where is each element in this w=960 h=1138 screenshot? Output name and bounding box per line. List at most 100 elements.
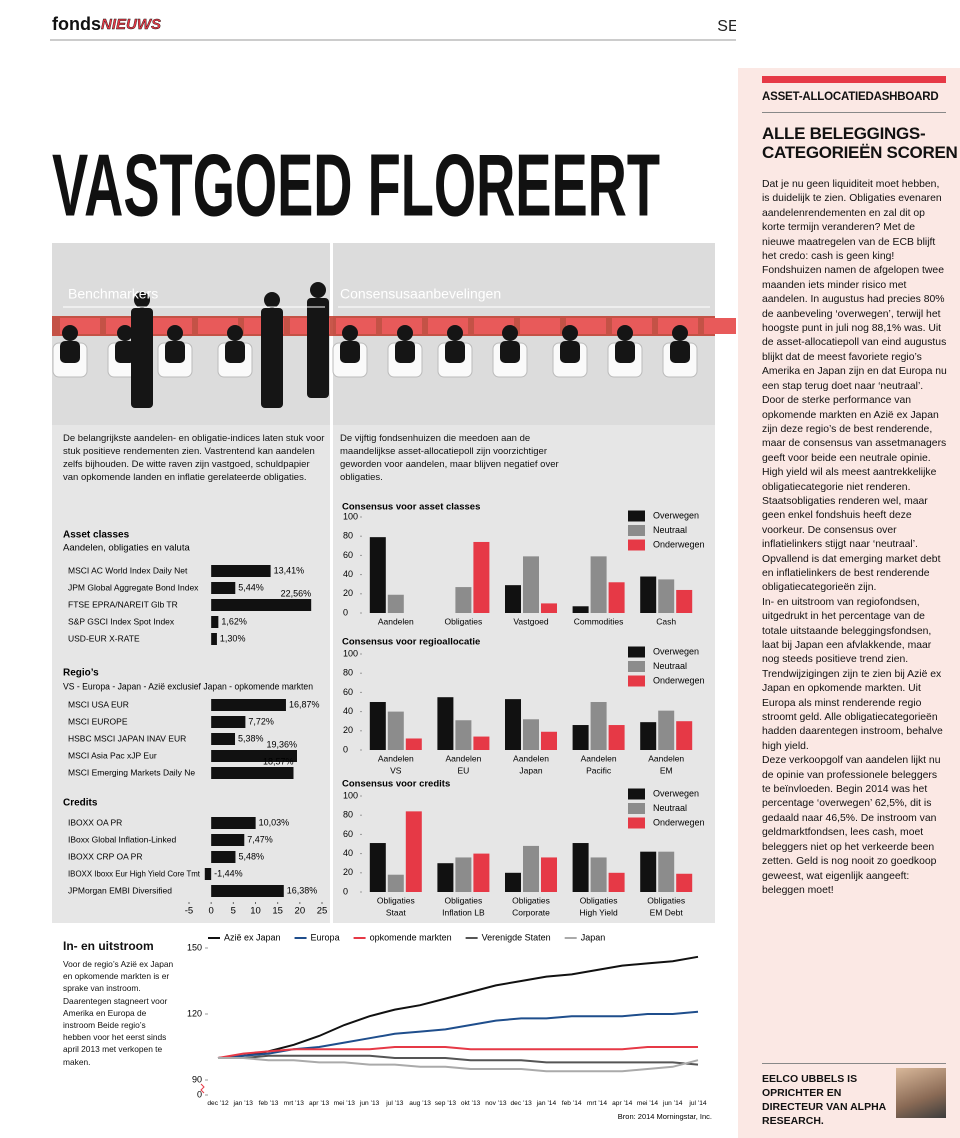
category-label: Cash [656, 616, 676, 626]
chart-title: Asset classes [63, 530, 130, 541]
series-line [217, 955, 699, 1059]
legend-label: Onderwegen [653, 675, 705, 685]
standing-head [310, 282, 326, 298]
figure-body [225, 341, 245, 363]
legend-swatch [628, 788, 645, 800]
bar [505, 585, 521, 613]
x-tick-label: apr ’13 [309, 1100, 329, 1107]
category-label: Vastgoed [513, 616, 549, 626]
panel-text-bg [52, 425, 330, 923]
legend-label: Neutraal [653, 803, 687, 813]
figure-head [672, 325, 688, 341]
bar [369, 537, 386, 613]
x-tick-label: -5 [185, 906, 193, 917]
value-label: 5,48% [238, 851, 264, 861]
author-photo [896, 1068, 946, 1118]
line-chart-title: In- en uitstroom [63, 939, 154, 953]
bar [455, 857, 472, 892]
figure-body [670, 341, 690, 363]
panel-text-bg [333, 425, 715, 923]
bar [211, 817, 256, 829]
legend-label: Japan [581, 932, 606, 942]
bar [387, 874, 404, 892]
category-label: Obligaties [444, 895, 482, 905]
legend-label: Overwegen [653, 510, 699, 520]
bar [658, 579, 675, 613]
figure-head [562, 325, 578, 341]
figure-head [502, 325, 518, 341]
paragraph: Fondshuizen namen de afgelopen twee maan… [762, 265, 947, 464]
legend-label: Onderwegen [653, 539, 705, 549]
x-tick-label: dec ’13 [511, 1100, 533, 1107]
bar [405, 811, 422, 892]
x-tick-label: mrt ’13 [284, 1100, 304, 1107]
panel-label: Benchmarkers [68, 286, 158, 302]
y-tick-label: 100 [343, 648, 358, 658]
y-tick-label: 20 [343, 725, 353, 735]
y-tick-label: 90 [192, 1074, 202, 1084]
bar [369, 702, 386, 750]
bar [676, 721, 693, 750]
x-tick-label: jan ’14 [536, 1100, 557, 1107]
y-tick-label: 40 [343, 848, 353, 858]
value-label: 13,41% [274, 565, 305, 575]
category-label: Aandelen [513, 753, 549, 763]
bar [211, 885, 284, 897]
main-graphics: fondsNIEUWSSEPTEMBER 201419VASTGOED FLOR… [50, 14, 736, 1121]
chart-title: Consensus voor credits [342, 779, 450, 790]
paragraph: Dat je nu geen liquiditeit moet hebben, … [762, 179, 942, 263]
bar [640, 851, 657, 892]
y-tick-label: 120 [187, 1008, 202, 1018]
category-label: Staat [386, 907, 406, 917]
bar [387, 594, 404, 613]
figure-body [560, 341, 580, 363]
category-label: USD-EUR X-RATE [68, 633, 140, 643]
figure-head [617, 325, 633, 341]
source: Bron: 2014 Morningstar, Inc. [618, 1112, 712, 1121]
legend-swatch [628, 525, 645, 536]
legend-label: Neutraal [653, 525, 687, 535]
category-label: Aandelen [648, 753, 684, 763]
x-tick-label: dec ’12 [207, 1100, 229, 1107]
sidebar: ASSET-ALLOCATIEDASHBOARD ALLE BELEGGINGS… [738, 68, 960, 1138]
value-label: 16,87% [289, 699, 320, 709]
y-tick-label: 60 [343, 829, 353, 839]
bar [590, 556, 607, 613]
y-tick-label: 40 [343, 569, 353, 579]
category-label: JPM Global Aggregate Bond Index [68, 582, 199, 592]
x-tick-label: apr ’14 [612, 1100, 632, 1107]
bar [572, 725, 589, 750]
y-tick-label: 0 [197, 1089, 202, 1099]
figure-head [167, 325, 183, 341]
bar [523, 845, 539, 892]
bar [211, 767, 294, 779]
category-label: Aandelen [581, 753, 617, 763]
x-tick-label: mei ’14 [637, 1100, 659, 1107]
bar [658, 710, 675, 750]
category-label: EM Debt [650, 907, 684, 917]
bar [608, 582, 625, 613]
value-label: 22,56% [281, 588, 312, 598]
bar [541, 603, 557, 613]
paragraph: Deze verkoopgolf van aandelen lijkt nu d… [762, 755, 941, 896]
kicker: ASSET-ALLOCATIEDASHBOARD [762, 91, 939, 103]
line-chart-note: Voor de regio’s Azië ex Japan en opkomen… [63, 959, 174, 1067]
x-tick-label: mrt ’14 [587, 1100, 607, 1107]
category-label: High Yield [579, 907, 618, 917]
bar [572, 606, 589, 613]
panel-label: Consensusaanbevelingen [340, 286, 501, 302]
date: SEPTEMBER 2014 [717, 18, 736, 35]
author: EELCO UBBELS IS OPRICHTER EN DIRECTEUR V… [762, 1073, 886, 1127]
figure-body [340, 341, 360, 363]
standing-body [261, 308, 283, 408]
body: Dat je nu geen liquiditeit moet hebben, … [762, 178, 948, 898]
figure-body [500, 341, 520, 363]
category-label: JPMorgan EMBI Diversified [68, 885, 172, 895]
heading: ALLE BELEGGINGS- CATEGORIEËN SCOREN [762, 124, 958, 162]
figure-body [615, 341, 635, 363]
figure-head [62, 325, 78, 341]
y-tick-label: 80 [343, 810, 353, 820]
value-label: 7,47% [247, 834, 273, 844]
bar [505, 872, 521, 892]
